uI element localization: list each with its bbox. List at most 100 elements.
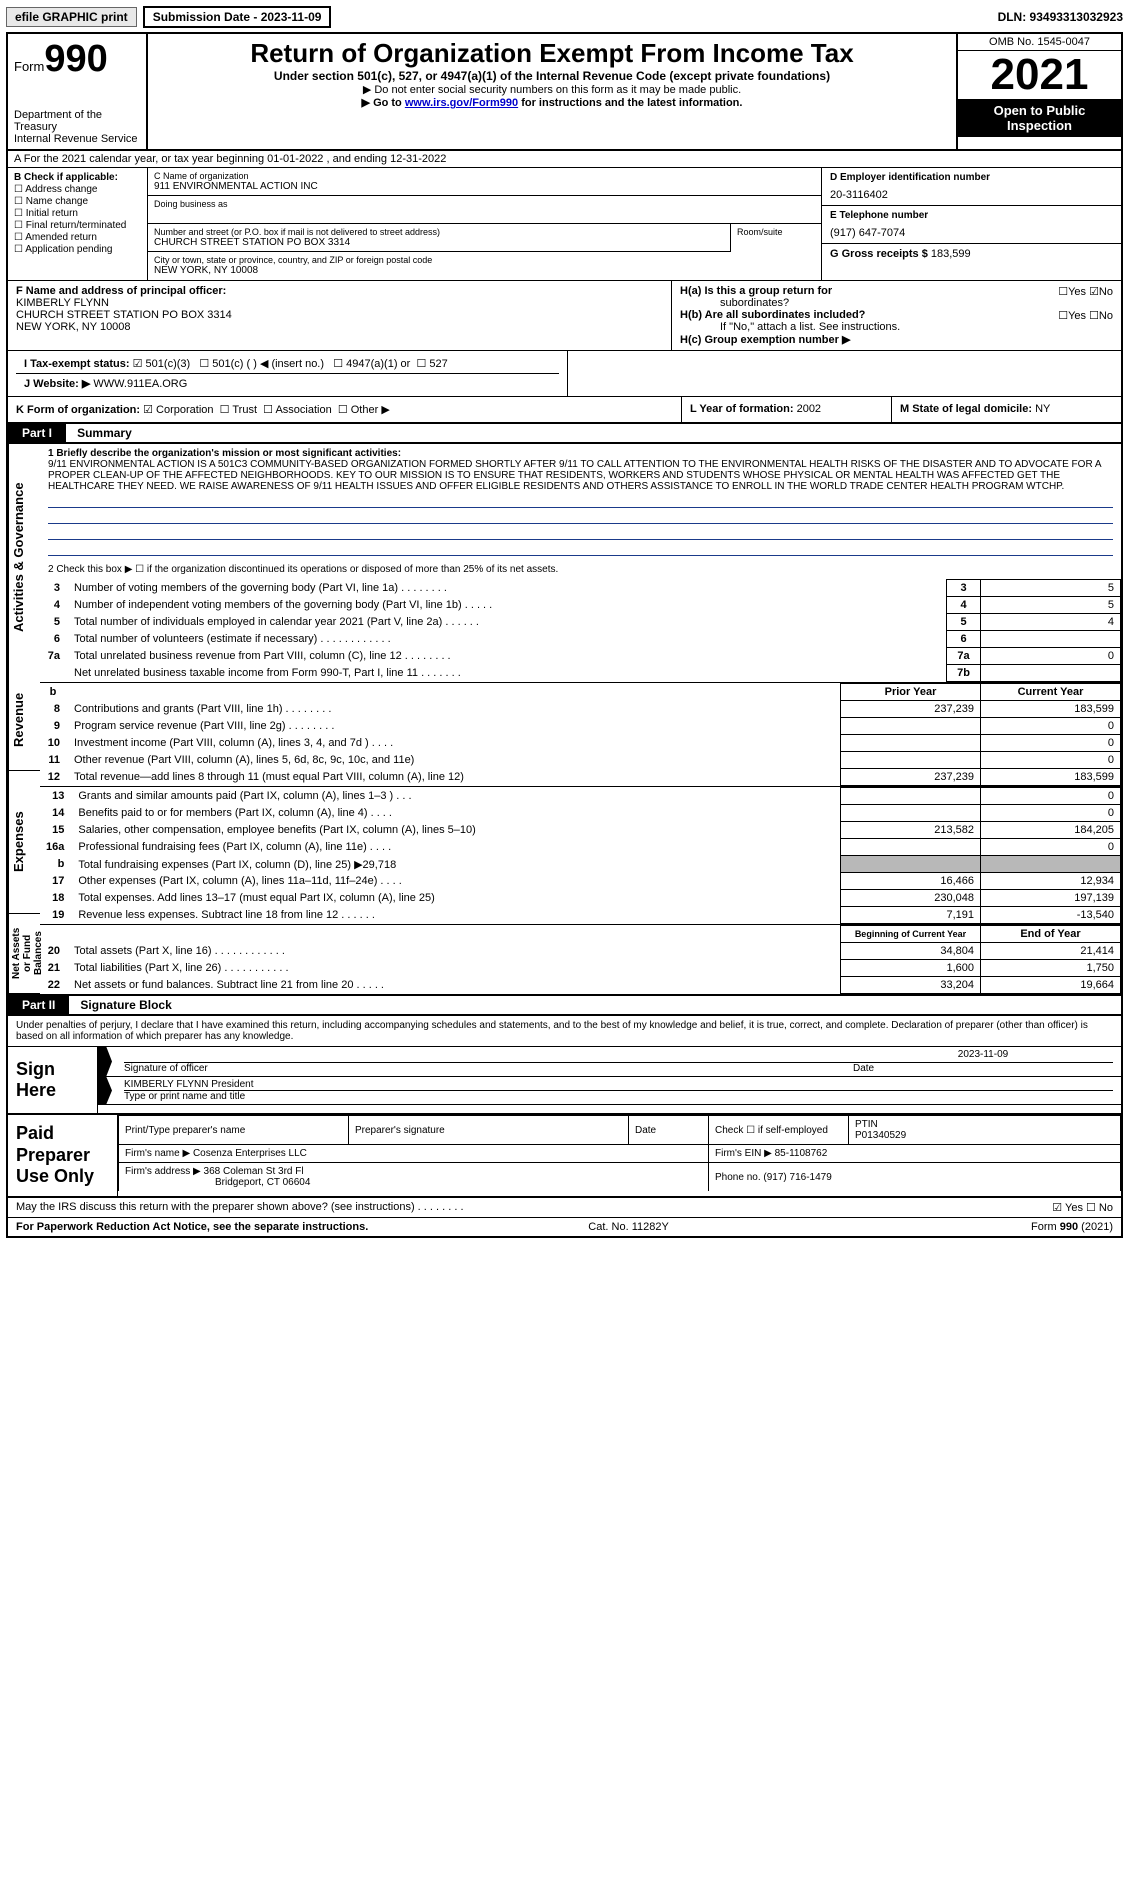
submission-date: Submission Date - 2023-11-09: [143, 6, 332, 28]
top-bar: efile GRAPHIC print Submission Date - 20…: [6, 6, 1123, 28]
irs-label: Internal Revenue Service: [14, 133, 140, 145]
ha-label: H(a) Is this a group return for: [680, 285, 832, 297]
g-receipts-label: G Gross receipts $: [830, 248, 928, 260]
form-number: Form990: [14, 38, 140, 81]
year-formation: 2002: [797, 403, 821, 415]
gross-receipts: 183,599: [931, 248, 971, 260]
omb-number: OMB No. 1545-0047: [958, 34, 1121, 51]
website-value: WWW.911EA.ORG: [93, 378, 187, 390]
part1-body: Activities & Governance Revenue Expenses…: [8, 444, 1121, 994]
hb-yesno[interactable]: ☐Yes ☐No: [1058, 309, 1113, 322]
mission-text: 9/11 ENVIRONMENTAL ACTION IS A 501C3 COM…: [48, 459, 1113, 492]
open-public-badge: Open to Public Inspection: [958, 99, 1121, 137]
firm-addr-label: Firm's address ▶: [125, 1166, 201, 1177]
col-b-checkboxes: B Check if applicable: Address change Na…: [8, 168, 148, 280]
cb-initial-return[interactable]: Initial return: [14, 208, 141, 219]
officer-addr1: CHURCH STREET STATION PO BOX 3314: [16, 309, 663, 321]
form-footer: Form 990 (2021): [1031, 1221, 1113, 1233]
cb-501c3[interactable]: ☑: [133, 358, 146, 370]
vlabel-revenue: Revenue: [8, 670, 40, 771]
self-emp-label[interactable]: Check ☐ if self-employed: [709, 1116, 849, 1145]
firm-name-label: Firm's name ▶: [125, 1148, 190, 1159]
row-k-l-m: K Form of organization: ☑ Corporation ☐ …: [8, 397, 1121, 424]
officer-name: KIMBERLY FLYNN: [16, 297, 663, 309]
opt-other: Other ▶: [351, 404, 390, 416]
firm-addr: 368 Coleman St 3rd Fl: [204, 1166, 304, 1177]
e-phone-label: E Telephone number: [830, 210, 1113, 221]
dln-label: DLN: 93493313032923: [998, 10, 1123, 24]
vlabel-expenses: Expenses: [8, 771, 40, 914]
line2-checkbox: 2 Check this box ▶ ☐ if the organization…: [40, 560, 1121, 579]
form-prefix: Form: [14, 59, 44, 74]
part2-title: Signature Block: [72, 996, 179, 1014]
phone-value: (917) 647-7074: [830, 227, 1113, 239]
firm-city: Bridgeport, CT 06604: [125, 1177, 310, 1188]
vlabel-netassets: Net Assets or Fund Balances: [8, 914, 40, 994]
col-h-group: H(a) Is this a group return for ☐Yes ☑No…: [671, 281, 1121, 350]
sig-officer-label: Signature of officer: [124, 1063, 853, 1074]
date-label: Date: [853, 1063, 1113, 1074]
sign-here-label: Sign Here: [8, 1047, 98, 1113]
part1-header: Part I Summary: [8, 424, 1121, 444]
c-city-label: City or town, state or province, country…: [154, 255, 815, 265]
hb-label: H(b) Are all subordinates included?: [680, 309, 865, 321]
exp-table: 13Grants and similar amounts paid (Part …: [40, 787, 1121, 924]
net-table: Beginning of Current YearEnd of Year 20T…: [40, 925, 1121, 994]
cb-address-change[interactable]: Address change: [14, 184, 141, 195]
cb-corp[interactable]: ☑: [143, 404, 156, 416]
col-d-e-g: D Employer identification number 20-3116…: [821, 168, 1121, 280]
cb-name-change[interactable]: Name change: [14, 196, 141, 207]
tax-year: 2021: [958, 51, 1121, 99]
org-name: 911 ENVIRONMENTAL ACTION INC: [154, 181, 815, 192]
firm-phone: (917) 716-1479: [763, 1172, 831, 1183]
paid-preparer-row: Paid Preparer Use Only Print/Type prepar…: [8, 1113, 1121, 1196]
sign-here-row: Sign Here Signature of officer 2023-11-0…: [8, 1046, 1121, 1113]
cb-amended[interactable]: Amended return: [14, 232, 141, 243]
year-footer: 2021: [1085, 1221, 1109, 1233]
b-header: B Check if applicable:: [14, 172, 141, 183]
goto-note: ▶ Go to www.irs.gov/Form990 for instruct…: [154, 96, 950, 109]
opt-501c3: 501(c)(3): [146, 358, 191, 370]
opt-corp: Corporation: [156, 404, 213, 416]
hdr-prior: Prior Year: [841, 684, 981, 701]
firm-ein-label: Firm's EIN ▶: [715, 1148, 772, 1159]
opt-trust: Trust: [232, 404, 257, 416]
c-addr-label: Number and street (or P.O. box if mail i…: [154, 227, 724, 237]
col-c-org-info: C Name of organization 911 ENVIRONMENTAL…: [148, 168, 821, 280]
room-suite-label: Room/suite: [731, 224, 821, 252]
dept-treasury: Department of the Treasury: [14, 109, 140, 133]
hdr-begin: Beginning of Current Year: [841, 926, 981, 943]
efile-print-button[interactable]: efile GRAPHIC print: [6, 7, 137, 27]
hdr-end: End of Year: [981, 926, 1121, 943]
form-title: Return of Organization Exempt From Incom…: [154, 38, 950, 69]
part2-header: Part II Signature Block: [8, 994, 1121, 1016]
line1-label: 1 Briefly describe the organization's mi…: [48, 448, 1113, 459]
cb-application[interactable]: Application pending: [14, 244, 141, 255]
vlabel-governance: Activities & Governance: [8, 444, 40, 670]
cb-final-return[interactable]: Final return/terminated: [14, 220, 141, 231]
pra-notice: For Paperwork Reduction Act Notice, see …: [16, 1221, 368, 1233]
ssn-note: ▶ Do not enter social security numbers o…: [154, 83, 950, 96]
opt-assoc: Association: [275, 404, 331, 416]
c-name-label: C Name of organization: [154, 171, 815, 181]
officer-addr2: NEW YORK, NY 10008: [16, 321, 663, 333]
m-label: M State of legal domicile:: [900, 403, 1032, 415]
c-dba-label: Doing business as: [154, 199, 815, 209]
discuss-row: May the IRS discuss this return with the…: [8, 1196, 1121, 1217]
i-label: I Tax-exempt status:: [24, 358, 130, 370]
org-address: CHURCH STREET STATION PO BOX 3314: [154, 237, 724, 248]
state-domicile: NY: [1035, 403, 1050, 415]
form-990: Form990 Department of the Treasury Inter…: [6, 32, 1123, 1238]
firm-name: Cosenza Enterprises LLC: [193, 1148, 307, 1159]
discuss-yesno[interactable]: ☑ Yes ☐ No: [1052, 1201, 1113, 1214]
row-a-tax-year: A For the 2021 calendar year, or tax yea…: [8, 151, 1121, 168]
form-subtitle: Under section 501(c), 527, or 4947(a)(1)…: [154, 69, 950, 83]
hdr-current: Current Year: [981, 684, 1121, 701]
part1-title: Summary: [69, 424, 140, 442]
firm-ein: 85-1108762: [775, 1148, 828, 1159]
ha-yesno[interactable]: ☐Yes ☑No: [1058, 285, 1113, 298]
line1-mission: 1 Briefly describe the organization's mi…: [40, 444, 1121, 560]
irs-link[interactable]: www.irs.gov/Form990: [405, 97, 518, 109]
preparer-table: Print/Type preparer's name Preparer's si…: [118, 1115, 1121, 1191]
paid-preparer-label: Paid Preparer Use Only: [8, 1115, 118, 1196]
